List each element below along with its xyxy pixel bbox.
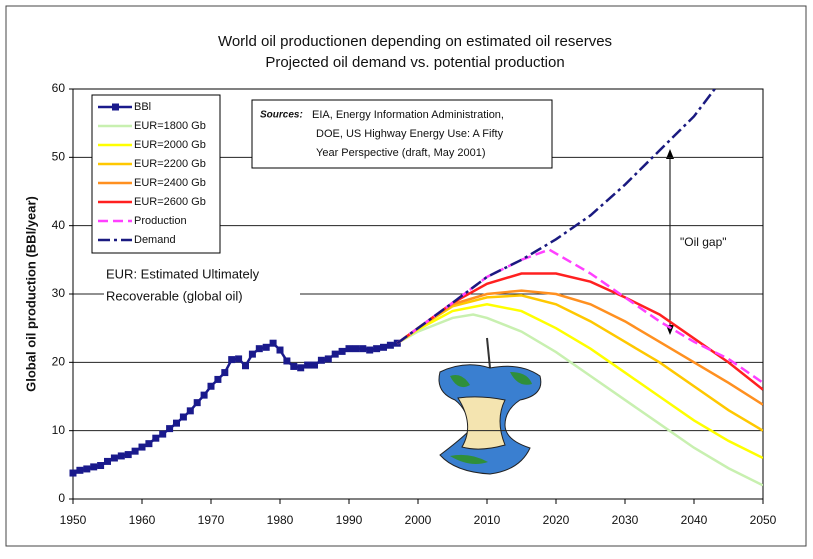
x-tick-label: 1980 bbox=[267, 513, 294, 527]
legend-label: Production bbox=[134, 215, 187, 227]
data-point bbox=[186, 407, 194, 415]
data-point bbox=[373, 345, 381, 353]
y-tick-label: 50 bbox=[52, 150, 66, 164]
data-point bbox=[386, 341, 394, 349]
data-point bbox=[69, 469, 77, 477]
y-tick-label: 20 bbox=[52, 355, 66, 369]
data-point bbox=[317, 356, 325, 364]
data-point bbox=[110, 454, 118, 462]
data-point bbox=[248, 350, 256, 358]
y-tick-label: 40 bbox=[52, 218, 66, 232]
data-point bbox=[345, 345, 353, 353]
data-point bbox=[338, 347, 346, 355]
y-tick-label: 60 bbox=[52, 81, 66, 95]
data-point bbox=[179, 413, 187, 421]
data-point bbox=[207, 382, 215, 390]
x-tick-label: 2020 bbox=[543, 513, 570, 527]
series-line bbox=[396, 302, 763, 460]
data-point bbox=[173, 419, 180, 427]
data-point bbox=[242, 362, 249, 370]
data-point bbox=[262, 343, 270, 351]
chart-title: World oil productionen depending on esti… bbox=[218, 33, 612, 50]
y-tick-label: 10 bbox=[52, 423, 66, 437]
plot-border bbox=[72, 88, 764, 500]
x-tick-label: 2050 bbox=[750, 513, 777, 527]
data-point bbox=[138, 443, 146, 451]
data-point bbox=[255, 345, 263, 353]
data-point bbox=[304, 361, 312, 369]
data-point bbox=[193, 399, 201, 407]
data-point bbox=[359, 345, 367, 353]
data-point bbox=[269, 339, 277, 347]
legend-box bbox=[91, 94, 221, 254]
x-tick-label: 2040 bbox=[681, 513, 708, 527]
data-point bbox=[166, 425, 174, 433]
data-point bbox=[200, 391, 208, 399]
sources-box bbox=[251, 99, 553, 169]
data-point bbox=[159, 430, 167, 438]
data-point bbox=[104, 457, 111, 465]
data-point bbox=[297, 364, 305, 372]
data-point bbox=[117, 452, 125, 460]
data-point bbox=[228, 356, 236, 364]
legend-label: EUR=1800 Gb bbox=[134, 120, 206, 132]
data-point bbox=[235, 355, 243, 363]
series-line bbox=[396, 89, 716, 345]
eur-note: EUR: Estimated Ultimately bbox=[106, 266, 260, 281]
apple-icon bbox=[438, 337, 542, 475]
eur-note: Recoverable (global oil) bbox=[106, 288, 243, 303]
y-axis-label: Global oil production (BBl/year) bbox=[23, 196, 38, 392]
sources-label: Sources: bbox=[260, 110, 303, 121]
data-point bbox=[352, 345, 360, 353]
legend-marker bbox=[112, 103, 119, 111]
series-line bbox=[396, 294, 763, 432]
gap-label: "Oil gap" bbox=[680, 235, 727, 249]
data-point bbox=[311, 361, 318, 369]
x-tick-label: 2010 bbox=[474, 513, 501, 527]
data-point bbox=[380, 343, 387, 351]
data-point bbox=[276, 346, 284, 354]
data-point bbox=[90, 463, 98, 471]
data-point bbox=[324, 355, 332, 363]
data-point bbox=[97, 462, 105, 470]
legend-label: EUR=2000 Gb bbox=[134, 139, 206, 151]
data-point bbox=[331, 350, 339, 358]
data-point bbox=[131, 447, 139, 455]
data-point bbox=[221, 369, 229, 377]
legend-label: EUR=2600 Gb bbox=[134, 196, 206, 208]
y-tick-label: 30 bbox=[52, 286, 66, 300]
data-point bbox=[152, 434, 160, 442]
legend-label: EUR=2400 Gb bbox=[134, 177, 206, 189]
data-point bbox=[290, 362, 298, 370]
sources-text: EIA, Energy Information Administration, bbox=[312, 109, 504, 121]
y-tick-label: 0 bbox=[58, 491, 65, 505]
legend-label: BBl bbox=[134, 101, 151, 113]
data-point bbox=[283, 357, 291, 365]
chart-subtitle: Projected oil demand vs. potential produ… bbox=[265, 54, 564, 71]
note-bg bbox=[104, 287, 300, 307]
sources-text: Year Perspective (draft, May 2001) bbox=[316, 147, 486, 159]
x-tick-label: 2000 bbox=[405, 513, 432, 527]
legend-label: EUR=2200 Gb bbox=[134, 158, 206, 170]
series-line bbox=[396, 313, 763, 487]
note-bg bbox=[104, 265, 300, 285]
data-point bbox=[145, 440, 153, 448]
legend: BBl EUR=1800 Gb EUR=2000 Gb EUR=2200 Gb EUR=… bbox=[91, 94, 221, 254]
data-point bbox=[124, 451, 132, 459]
data-point bbox=[83, 465, 91, 473]
sources-text: DOE, US Highway Energy Use: A Fifty bbox=[316, 128, 504, 140]
x-tick-label: 1990 bbox=[336, 513, 363, 527]
legend-label: Demand bbox=[134, 234, 176, 246]
series-line bbox=[396, 248, 763, 384]
x-tick-label: 1950 bbox=[60, 513, 87, 527]
x-tick-label: 2030 bbox=[612, 513, 639, 527]
data-point bbox=[366, 346, 374, 354]
x-tick-label: 1970 bbox=[198, 513, 225, 527]
data-point bbox=[214, 375, 222, 383]
x-tick-label: 1960 bbox=[129, 513, 156, 527]
data-point bbox=[76, 466, 84, 474]
